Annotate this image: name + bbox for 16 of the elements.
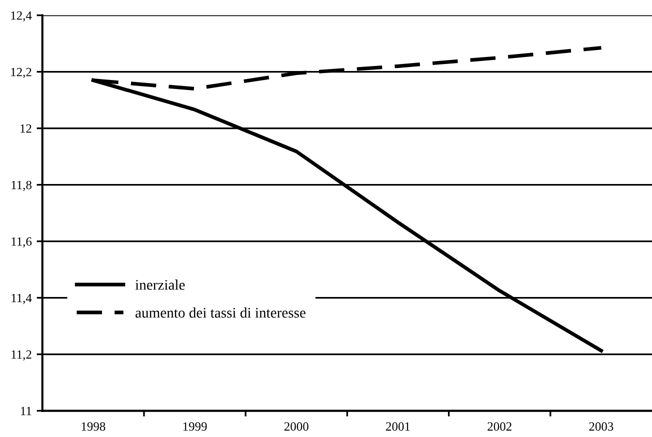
y-tick-label: 11,4 — [12, 294, 32, 304]
y-tick-label: 11,2 — [12, 350, 32, 361]
x-tick-label: 2001 — [386, 422, 410, 431]
x-tick-label: 2003 — [589, 422, 614, 431]
x-tick-label: 1999 — [183, 422, 207, 431]
y-tick-label: 12,2 — [11, 68, 32, 78]
legend-label: inerziale — [135, 280, 185, 290]
legend-label: aumento dei tassi di interesse — [136, 307, 306, 318]
y-tick-label: 12,4 — [11, 11, 32, 22]
y-tick-label: 11,6 — [12, 237, 32, 248]
x-tick-label: 2002 — [488, 422, 512, 431]
x-tick-label: 2000 — [284, 422, 308, 431]
y-tick-label: 11,8 — [12, 180, 32, 192]
y-tick-label: 11 — [21, 406, 32, 416]
y-tick-label: 12 — [20, 124, 32, 133]
x-tick-label: 1998 — [82, 422, 106, 431]
